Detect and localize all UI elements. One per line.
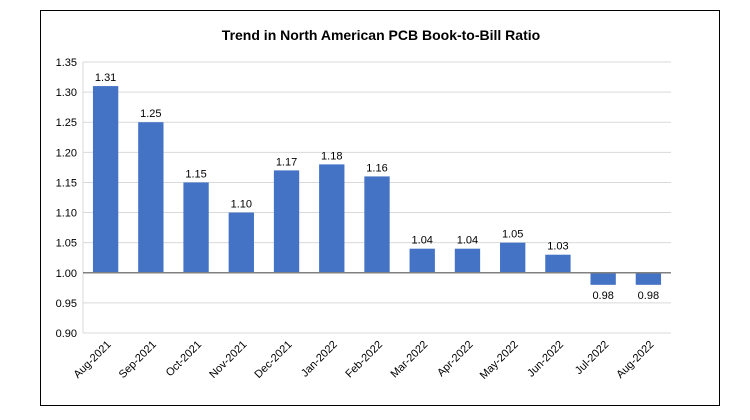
- y-tick-label: 1.25: [56, 117, 77, 129]
- data-label: 1.25: [140, 108, 161, 120]
- bar: [228, 212, 254, 273]
- y-tick-label: 1.20: [56, 147, 77, 159]
- x-tick-label: Aug-2022: [614, 339, 656, 381]
- y-tick-label: 1.10: [56, 208, 77, 220]
- bar: [545, 254, 571, 273]
- x-tick-label: Oct-2021: [164, 339, 204, 379]
- x-tick-label: Mar-2022: [389, 339, 431, 381]
- bar: [273, 170, 300, 273]
- bar: [454, 248, 481, 273]
- x-tick-label: Nov-2021: [207, 339, 249, 381]
- bar: [590, 272, 616, 285]
- x-tick-label: May-2022: [478, 339, 521, 382]
- data-label: 1.18: [321, 150, 342, 162]
- y-tick-label: 1.05: [56, 238, 77, 250]
- bar: [364, 176, 390, 273]
- data-label: 1.31: [95, 72, 116, 84]
- data-label: 1.17: [276, 156, 297, 168]
- data-label: 1.04: [412, 235, 433, 247]
- x-tick-label: Apr-2022: [435, 339, 475, 379]
- bar: [319, 164, 345, 273]
- y-tick-label: 1.30: [56, 87, 77, 99]
- data-label: 0.98: [638, 290, 659, 302]
- data-label: 0.98: [592, 290, 613, 302]
- data-label: 1.04: [457, 235, 478, 247]
- x-tick-label: Dec-2021: [252, 339, 294, 381]
- data-label: 1.15: [185, 168, 206, 180]
- chart-frame: Trend in North American PCB Book-to-Bill…: [40, 10, 720, 406]
- x-tick-label: Sep-2021: [117, 339, 159, 381]
- y-tick-label: 1.35: [56, 57, 77, 69]
- x-tick-label: Jan-2022: [299, 339, 340, 380]
- x-tick-label: Aug-2021: [72, 339, 114, 381]
- bar: [183, 182, 209, 273]
- y-tick-label: 0.90: [56, 328, 77, 340]
- bar: [409, 248, 435, 273]
- chart-title: Trend in North American PCB Book-to-Bill…: [221, 27, 541, 43]
- bar: [138, 122, 164, 273]
- y-tick-label: 1.00: [56, 268, 77, 280]
- data-label: 1.16: [366, 162, 387, 174]
- data-label: 1.05: [502, 229, 523, 241]
- x-tick-label: Jun-2022: [525, 339, 566, 380]
- y-tick-label: 0.95: [56, 298, 77, 310]
- data-label: 1.10: [231, 199, 252, 211]
- bar: [500, 242, 526, 273]
- x-tick-label: Feb-2022: [343, 339, 385, 381]
- data-label: 1.03: [547, 241, 568, 253]
- x-tick-label: Jul-2022: [573, 339, 611, 377]
- chart-plot: 1.35 1.30 1.25 1.20 1.15 1.10 1.05 1.00 0.95 0.90…: [56, 57, 671, 382]
- bar: [92, 86, 119, 273]
- y-tick-label: 1.15: [56, 177, 77, 189]
- bar: [635, 272, 662, 285]
